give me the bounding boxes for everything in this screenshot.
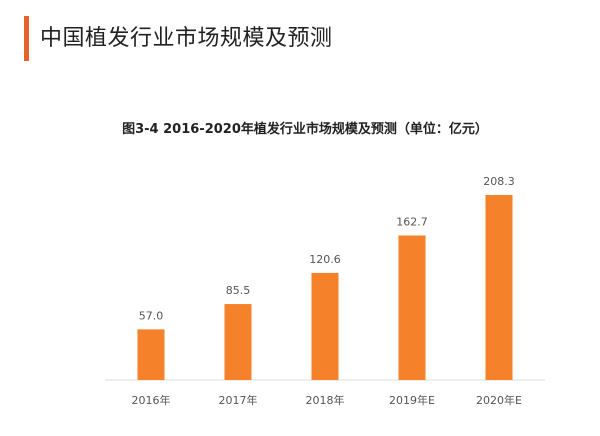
data-label: 208.3 [483, 175, 515, 188]
data-label: 57.0 [139, 309, 164, 322]
bar-0 [137, 329, 165, 380]
data-label: 85.5 [226, 284, 251, 297]
bar-1 [224, 304, 252, 380]
x-tick-label: 2016年 [132, 393, 171, 407]
x-tick-label: 2017年 [219, 393, 258, 407]
x-tick-label: 2020年E [476, 393, 522, 407]
x-tick-label: 2018年 [306, 393, 345, 407]
bar-2 [311, 272, 339, 380]
bar-3 [398, 235, 426, 380]
bar-4 [485, 195, 513, 380]
chart-title: 图3-4 2016-2020年植发行业市场规模及预测（单位：亿元） [122, 122, 488, 137]
data-label: 120.6 [309, 253, 341, 266]
title-accent-bar [24, 16, 29, 61]
x-tick-label: 2019年E [389, 393, 435, 407]
data-label: 162.7 [396, 215, 428, 228]
page-title: 中国植发行业市场规模及预测 [40, 26, 333, 51]
